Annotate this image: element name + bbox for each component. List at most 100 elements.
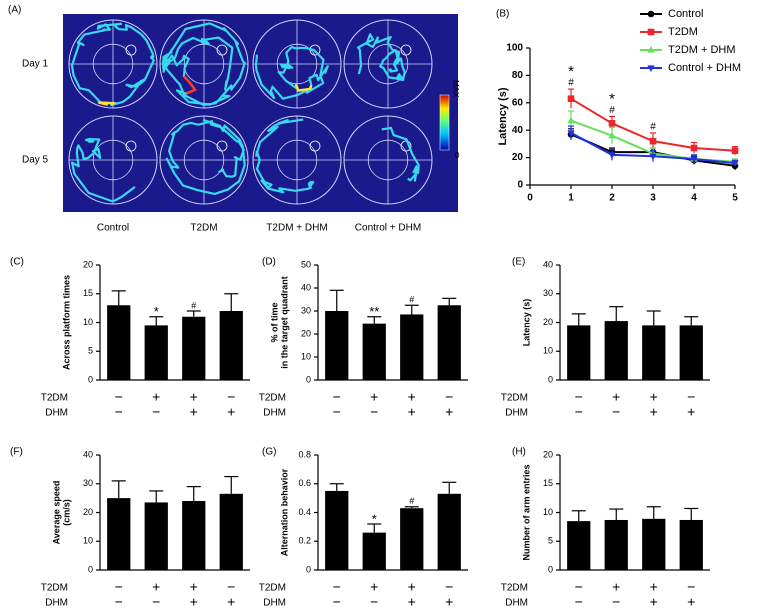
condition-sign: + [190,594,198,610]
significance: # [409,295,414,305]
y-tick-label: 0.6 [298,478,311,488]
condition-sign: − [575,579,583,595]
significance: # [568,78,574,89]
y-axis-label: in the target quadrant [279,276,289,369]
y-axis-label: Latency (s) [521,299,531,347]
pool-inner [92,139,134,181]
y-axis-label: % of time [269,302,279,342]
x-tick-label: 2 [609,193,615,204]
condition-sign: + [650,579,658,595]
bar [107,498,131,570]
y-tick-label: 0.2 [298,536,311,546]
bar [362,532,386,570]
condition-sign: − [445,579,453,595]
significance: # [191,300,196,310]
y-tick-label: 10 [301,351,311,361]
y-tick-label: 100 [506,43,523,54]
condition-sign: + [408,389,416,405]
bar [567,325,591,380]
swim-hotspot [294,84,313,92]
condition-sign: − [333,594,341,610]
condition-sign: + [370,579,378,595]
y-axis-label: Number of arm entries [521,464,531,560]
colorbar [439,94,450,151]
condition-sign: + [650,594,658,610]
condition-sign: − [612,404,620,420]
row-label: Day 5 [22,155,49,166]
pool-inner [367,139,409,181]
condition-sign: − [687,389,695,405]
point [567,95,575,102]
swim-hotspot [183,75,197,95]
y-tick-label: 15 [83,288,93,298]
y-tick-label: 30 [543,288,553,298]
platform [400,44,412,56]
y-tick-label: 20 [543,449,553,459]
bar [400,508,424,570]
condition-label: T2DM [501,583,528,594]
condition-label: T2DM [41,393,68,404]
swim-path [70,138,136,203]
y-tick-label: 10 [543,346,553,356]
platform [309,140,321,152]
condition-sign: − [227,389,235,405]
y-tick-label: 0.8 [298,449,311,459]
panel-label: (A) [8,5,21,16]
point [690,144,698,152]
bar [144,502,168,570]
condition-sign: − [445,389,453,405]
condition-sign: + [687,404,695,420]
y-axis-label: Across platform times [61,275,71,370]
significance: * [609,90,615,107]
bar [219,311,243,380]
condition-sign: − [333,389,341,405]
legend-label: T2DM + DHM [668,44,736,56]
condition-sign: − [370,594,378,610]
y-tick-label: 40 [83,449,93,459]
y-tick-label: 20 [83,507,93,517]
bar [642,518,666,570]
y-tick-label: 0 [88,564,93,574]
bar [182,316,206,380]
swim-path [255,118,315,194]
y-tick-label: 50 [301,259,311,269]
heatmap-background [63,14,458,212]
condition-sign: − [575,404,583,420]
condition-sign: + [687,594,695,610]
condition-sign: + [408,594,416,610]
condition-sign: + [445,594,453,610]
y-tick-label: 10 [83,536,93,546]
y-tick-label: 30 [83,478,93,488]
significance: ** [369,304,379,319]
bar [144,325,168,380]
y-tick-label: 0 [306,564,311,574]
column-label: Control [97,223,129,234]
condition-sign: − [152,404,160,420]
platform [216,44,228,56]
condition-sign: − [687,579,695,595]
condition-sign: − [115,404,123,420]
condition-sign: − [115,389,123,405]
y-tick-label: 0 [88,374,93,384]
point [649,153,657,161]
legend-label: T2DM [668,26,698,38]
y-tick-label: 30 [301,305,311,315]
pool-inner [276,43,318,85]
y-axis-label: Average speed [51,481,61,545]
y-tick-label: 80 [512,70,524,81]
platform [216,140,228,152]
bar [400,314,424,380]
point [731,147,739,155]
condition-sign: + [612,579,620,595]
swim-path [381,126,420,182]
pool-inner [276,139,318,181]
bar [182,501,206,570]
condition-sign: − [575,594,583,610]
legend-label: Control [668,8,703,20]
condition-sign: + [190,389,198,405]
significance: * [568,63,574,80]
condition-sign: − [612,594,620,610]
condition-sign: − [115,594,123,610]
bar [679,325,703,380]
